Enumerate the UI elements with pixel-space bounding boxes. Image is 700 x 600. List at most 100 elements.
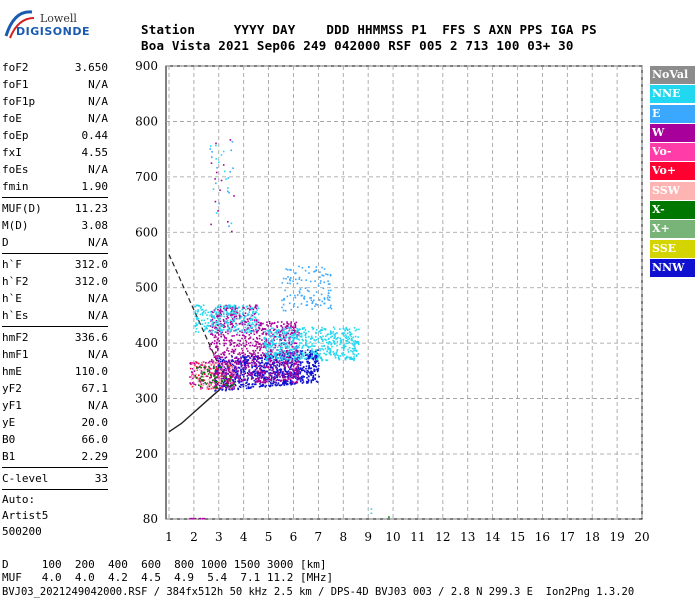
echo-point	[288, 335, 291, 338]
echo-point	[355, 354, 358, 356]
echo-point	[333, 353, 335, 356]
echo-point	[282, 382, 284, 384]
param-row-clevel: C-level 33	[2, 470, 108, 487]
echo-point	[190, 363, 192, 365]
echo-point	[315, 366, 318, 368]
echo-point	[251, 322, 254, 324]
echo-point	[276, 357, 278, 359]
echo-point	[223, 360, 226, 362]
echo-point	[192, 377, 194, 380]
echo-point	[216, 381, 218, 383]
echo-point	[215, 326, 217, 329]
echo-point	[189, 367, 192, 370]
echo-point	[301, 361, 304, 363]
echo-point	[298, 354, 300, 356]
echo-point	[194, 374, 197, 377]
echo-point	[354, 349, 356, 352]
echo-point	[282, 330, 285, 332]
echo-point	[292, 340, 295, 343]
echo-point	[331, 332, 333, 335]
echo-point	[317, 362, 320, 365]
echo-point	[305, 358, 308, 360]
echo-point	[288, 350, 290, 353]
echo-point	[279, 376, 281, 378]
param-value: N/A	[88, 348, 108, 361]
echo-point	[205, 375, 208, 377]
echo-point	[305, 279, 307, 281]
echo-point	[249, 387, 252, 389]
param-label: h`E	[2, 292, 22, 305]
echo-point	[220, 323, 222, 326]
echo-point	[352, 336, 355, 339]
echo-point	[278, 352, 281, 354]
echo-point	[227, 187, 229, 189]
echo-point	[209, 148, 212, 150]
param-label: h`F2	[2, 275, 29, 288]
echo-point	[286, 379, 288, 381]
echo-point	[318, 356, 320, 358]
echo-point	[196, 312, 198, 315]
echo-point	[355, 341, 357, 343]
echo-point	[286, 331, 288, 334]
echo-point	[286, 353, 289, 355]
echo-point	[311, 301, 314, 303]
echo-point	[297, 356, 299, 359]
echo-point	[217, 371, 220, 374]
echo-point	[327, 280, 329, 282]
echo-point	[228, 359, 230, 362]
echo-point	[285, 362, 287, 365]
echo-point	[253, 365, 255, 367]
echo-point	[311, 356, 314, 358]
echo-point	[275, 360, 278, 363]
echo-point	[293, 373, 296, 376]
echo-point	[279, 371, 282, 374]
auto-version: 500200	[2, 525, 42, 538]
echo-point	[230, 328, 233, 330]
echo-point	[214, 352, 216, 355]
echo-point	[319, 348, 321, 350]
echo-point	[311, 337, 314, 339]
echo-point	[310, 367, 313, 370]
echo-point	[232, 351, 235, 353]
echo-point	[268, 372, 271, 374]
echo-point	[312, 358, 315, 361]
echo-point	[295, 353, 298, 355]
echo-point	[243, 360, 246, 363]
echo-point	[276, 326, 279, 329]
echo-point	[351, 338, 353, 340]
echo-point	[200, 306, 202, 308]
echo-point	[198, 322, 200, 324]
echo-point	[295, 349, 297, 352]
echo-point	[233, 319, 236, 321]
echo-point	[294, 360, 297, 362]
echo-point	[294, 296, 297, 299]
echo-point	[264, 381, 267, 384]
echo-point	[304, 353, 307, 355]
echo-point	[268, 378, 271, 380]
echo-point	[296, 364, 299, 366]
echo-point	[283, 342, 286, 344]
echo-point	[258, 377, 261, 379]
echo-point	[238, 382, 240, 384]
echo-point	[269, 322, 271, 325]
echo-point	[218, 310, 221, 312]
echo-point	[254, 317, 257, 319]
echo-point	[320, 332, 322, 334]
echo-point	[229, 311, 232, 313]
echo-point	[231, 312, 233, 315]
echo-point	[308, 290, 310, 293]
echo-point	[206, 388, 208, 390]
echo-point	[231, 348, 234, 351]
echo-point	[227, 307, 229, 309]
x-tick-label: 18	[585, 530, 600, 544]
echo-point	[348, 337, 351, 340]
echo-point	[269, 381, 272, 384]
echo-point	[229, 171, 231, 173]
param-label: fmin	[2, 180, 29, 193]
echo-point	[280, 339, 282, 341]
echo-point	[274, 373, 276, 376]
echo-point	[330, 330, 332, 332]
echo-point	[221, 383, 223, 386]
echo-point	[214, 390, 216, 392]
